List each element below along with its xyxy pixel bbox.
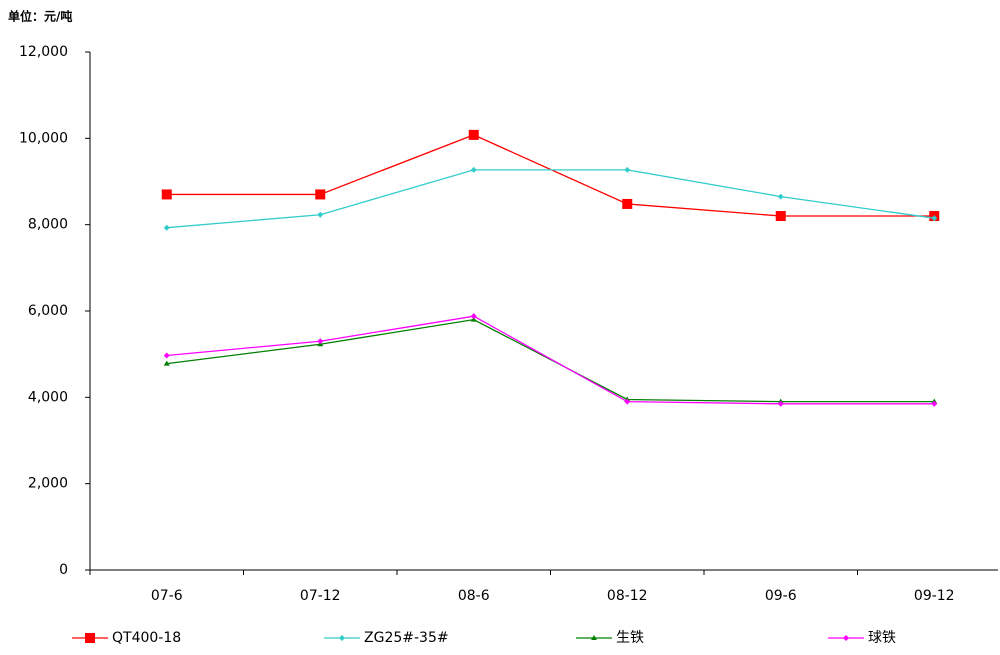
data-point — [624, 398, 631, 405]
data-point — [624, 166, 631, 173]
series-line — [166, 318, 935, 403]
data-point — [163, 352, 170, 359]
unit-label: 单位：元/吨 — [8, 9, 72, 24]
y-tick-label: 10,000 — [19, 130, 68, 146]
x-tick-label: 09-12 — [914, 588, 955, 604]
x-tick-label: 09-6 — [765, 588, 797, 604]
data-point — [777, 193, 784, 200]
data-point — [317, 211, 324, 218]
data-point — [315, 189, 326, 200]
series-line — [166, 169, 935, 229]
data-point — [470, 166, 477, 173]
x-tick-label: 07-6 — [151, 588, 183, 604]
legend-marker — [591, 635, 597, 640]
y-tick-label: 8,000 — [28, 217, 68, 233]
legend-marker — [843, 635, 849, 641]
series-line — [166, 315, 935, 405]
y-tick-label: 12,000 — [19, 44, 68, 60]
legend-label: ZG25#-35# — [364, 630, 449, 646]
y-tick-label: 6,000 — [28, 303, 68, 319]
legend-marker — [339, 635, 345, 641]
legend-label: 球铁 — [868, 630, 896, 646]
data-point — [163, 360, 170, 366]
legend-label: QT400-18 — [112, 630, 181, 646]
data-point — [775, 211, 786, 222]
data-point — [163, 224, 170, 231]
data-point — [931, 400, 938, 407]
x-tick-label: 08-12 — [607, 588, 648, 604]
legend-marker — [85, 633, 95, 643]
y-tick-label: 2,000 — [28, 476, 68, 492]
data-point — [470, 313, 477, 320]
data-point — [468, 129, 479, 140]
data-point — [161, 189, 172, 200]
legend-label: 生铁 — [616, 630, 644, 646]
data-point — [931, 215, 938, 222]
y-tick-label: 0 — [59, 562, 68, 578]
x-tick-label: 07-12 — [300, 588, 341, 604]
x-tick-label: 08-6 — [458, 588, 490, 604]
data-point — [317, 338, 324, 345]
data-point — [777, 400, 784, 407]
y-tick-label: 4,000 — [28, 389, 68, 405]
series-line — [166, 134, 935, 217]
data-point — [622, 198, 633, 209]
